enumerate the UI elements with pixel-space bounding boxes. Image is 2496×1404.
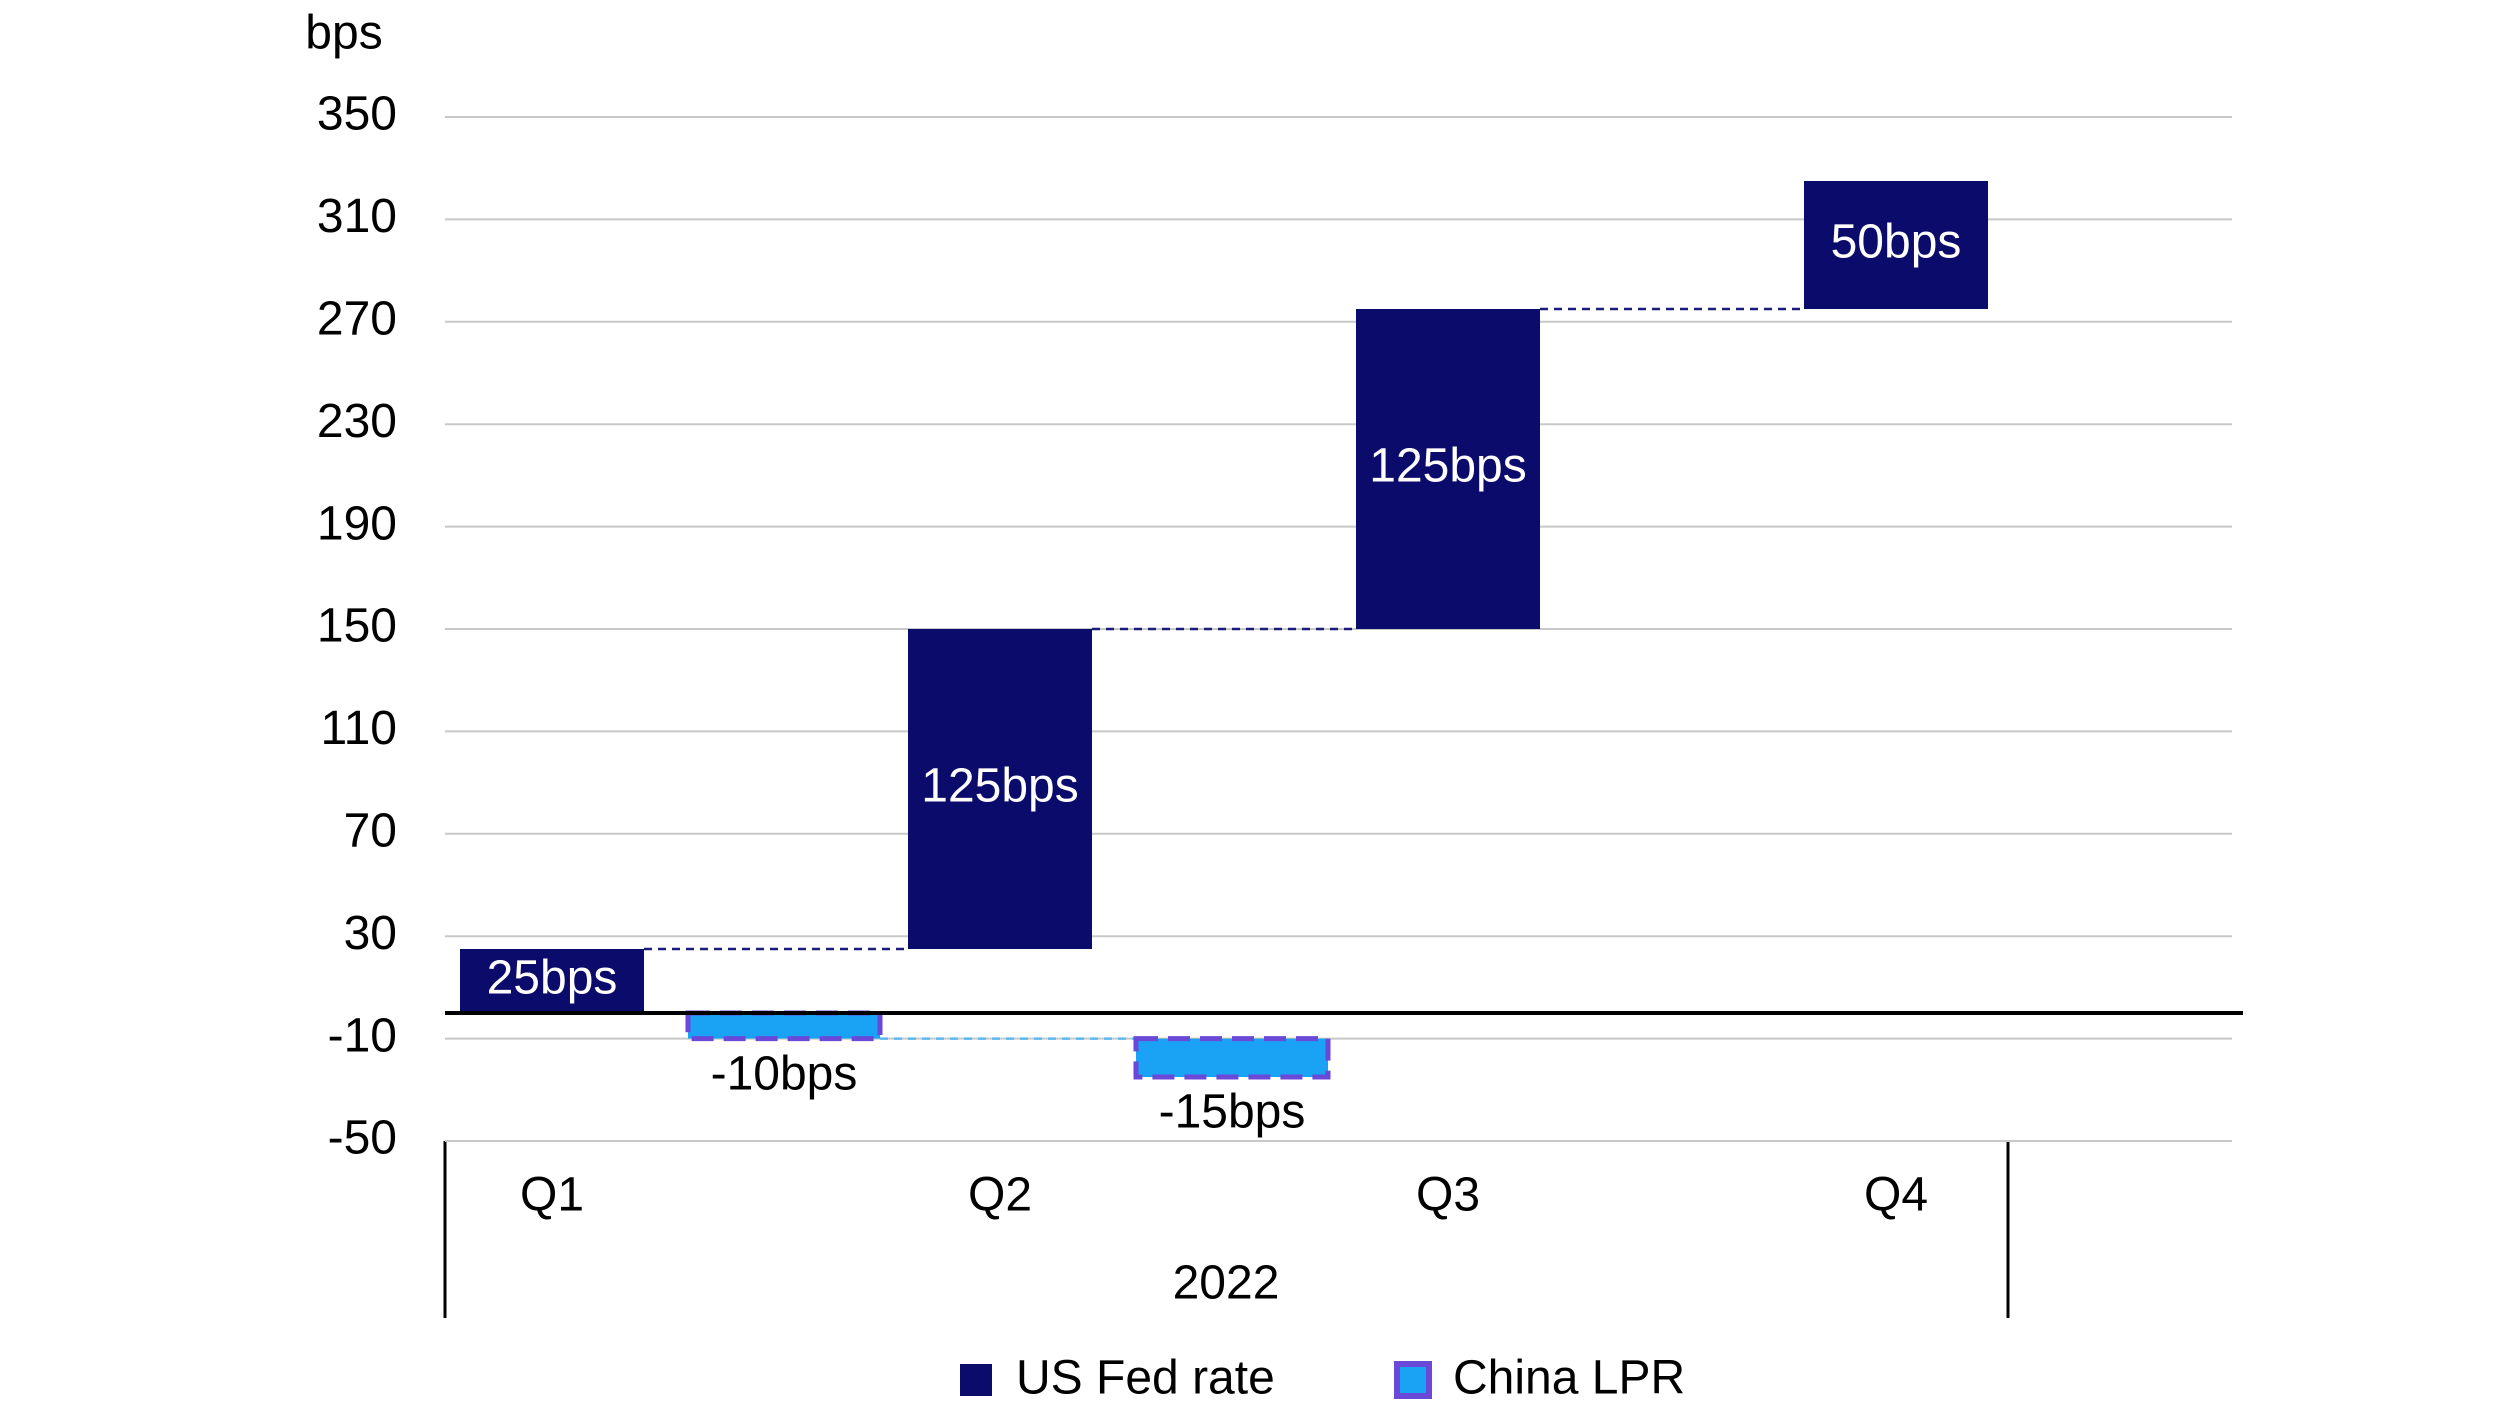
x-tick-label: Q3 (1416, 1169, 1480, 1222)
y-tick-label: 30 (344, 907, 397, 960)
y-tick-label: 110 (320, 702, 397, 755)
legend-label: US Fed rate (1016, 1352, 1275, 1404)
data-label: -15bps (1159, 1086, 1306, 1139)
y-tick-label: 270 (317, 292, 397, 345)
legend-label: China LPR (1453, 1352, 1685, 1404)
y-tick-label: 190 (317, 497, 397, 550)
y-tick-label: 230 (317, 395, 397, 448)
bar (460, 949, 644, 1013)
bar (1356, 309, 1540, 629)
legend-swatch (960, 1364, 992, 1396)
x-tick-label: Q1 (520, 1169, 584, 1222)
data-label: 50bps (1831, 216, 1962, 269)
y-tick-label: -50 (328, 1112, 397, 1165)
data-label: -10bps (711, 1047, 858, 1100)
bar (908, 629, 1092, 949)
group-label: 2022 (1173, 1257, 1280, 1310)
data-label: 25bps (487, 952, 618, 1005)
y-tick-label: 350 (317, 88, 397, 141)
y-tick-label: 310 (317, 190, 397, 243)
x-tick-label: Q2 (968, 1169, 1032, 1222)
bar (1804, 181, 1988, 309)
y-unit: bps (305, 7, 382, 60)
bar (685, 1010, 883, 1042)
x-tick-label: Q4 (1864, 1169, 1928, 1222)
y-tick-label: 70 (344, 804, 397, 857)
y-tick-label: 150 (317, 600, 397, 653)
legend-swatch (1394, 1361, 1432, 1399)
y-tick-label: -10 (328, 1009, 397, 1062)
data-label: 125bps (1369, 440, 1526, 493)
data-label: 125bps (921, 760, 1078, 813)
bar (1133, 1036, 1331, 1080)
